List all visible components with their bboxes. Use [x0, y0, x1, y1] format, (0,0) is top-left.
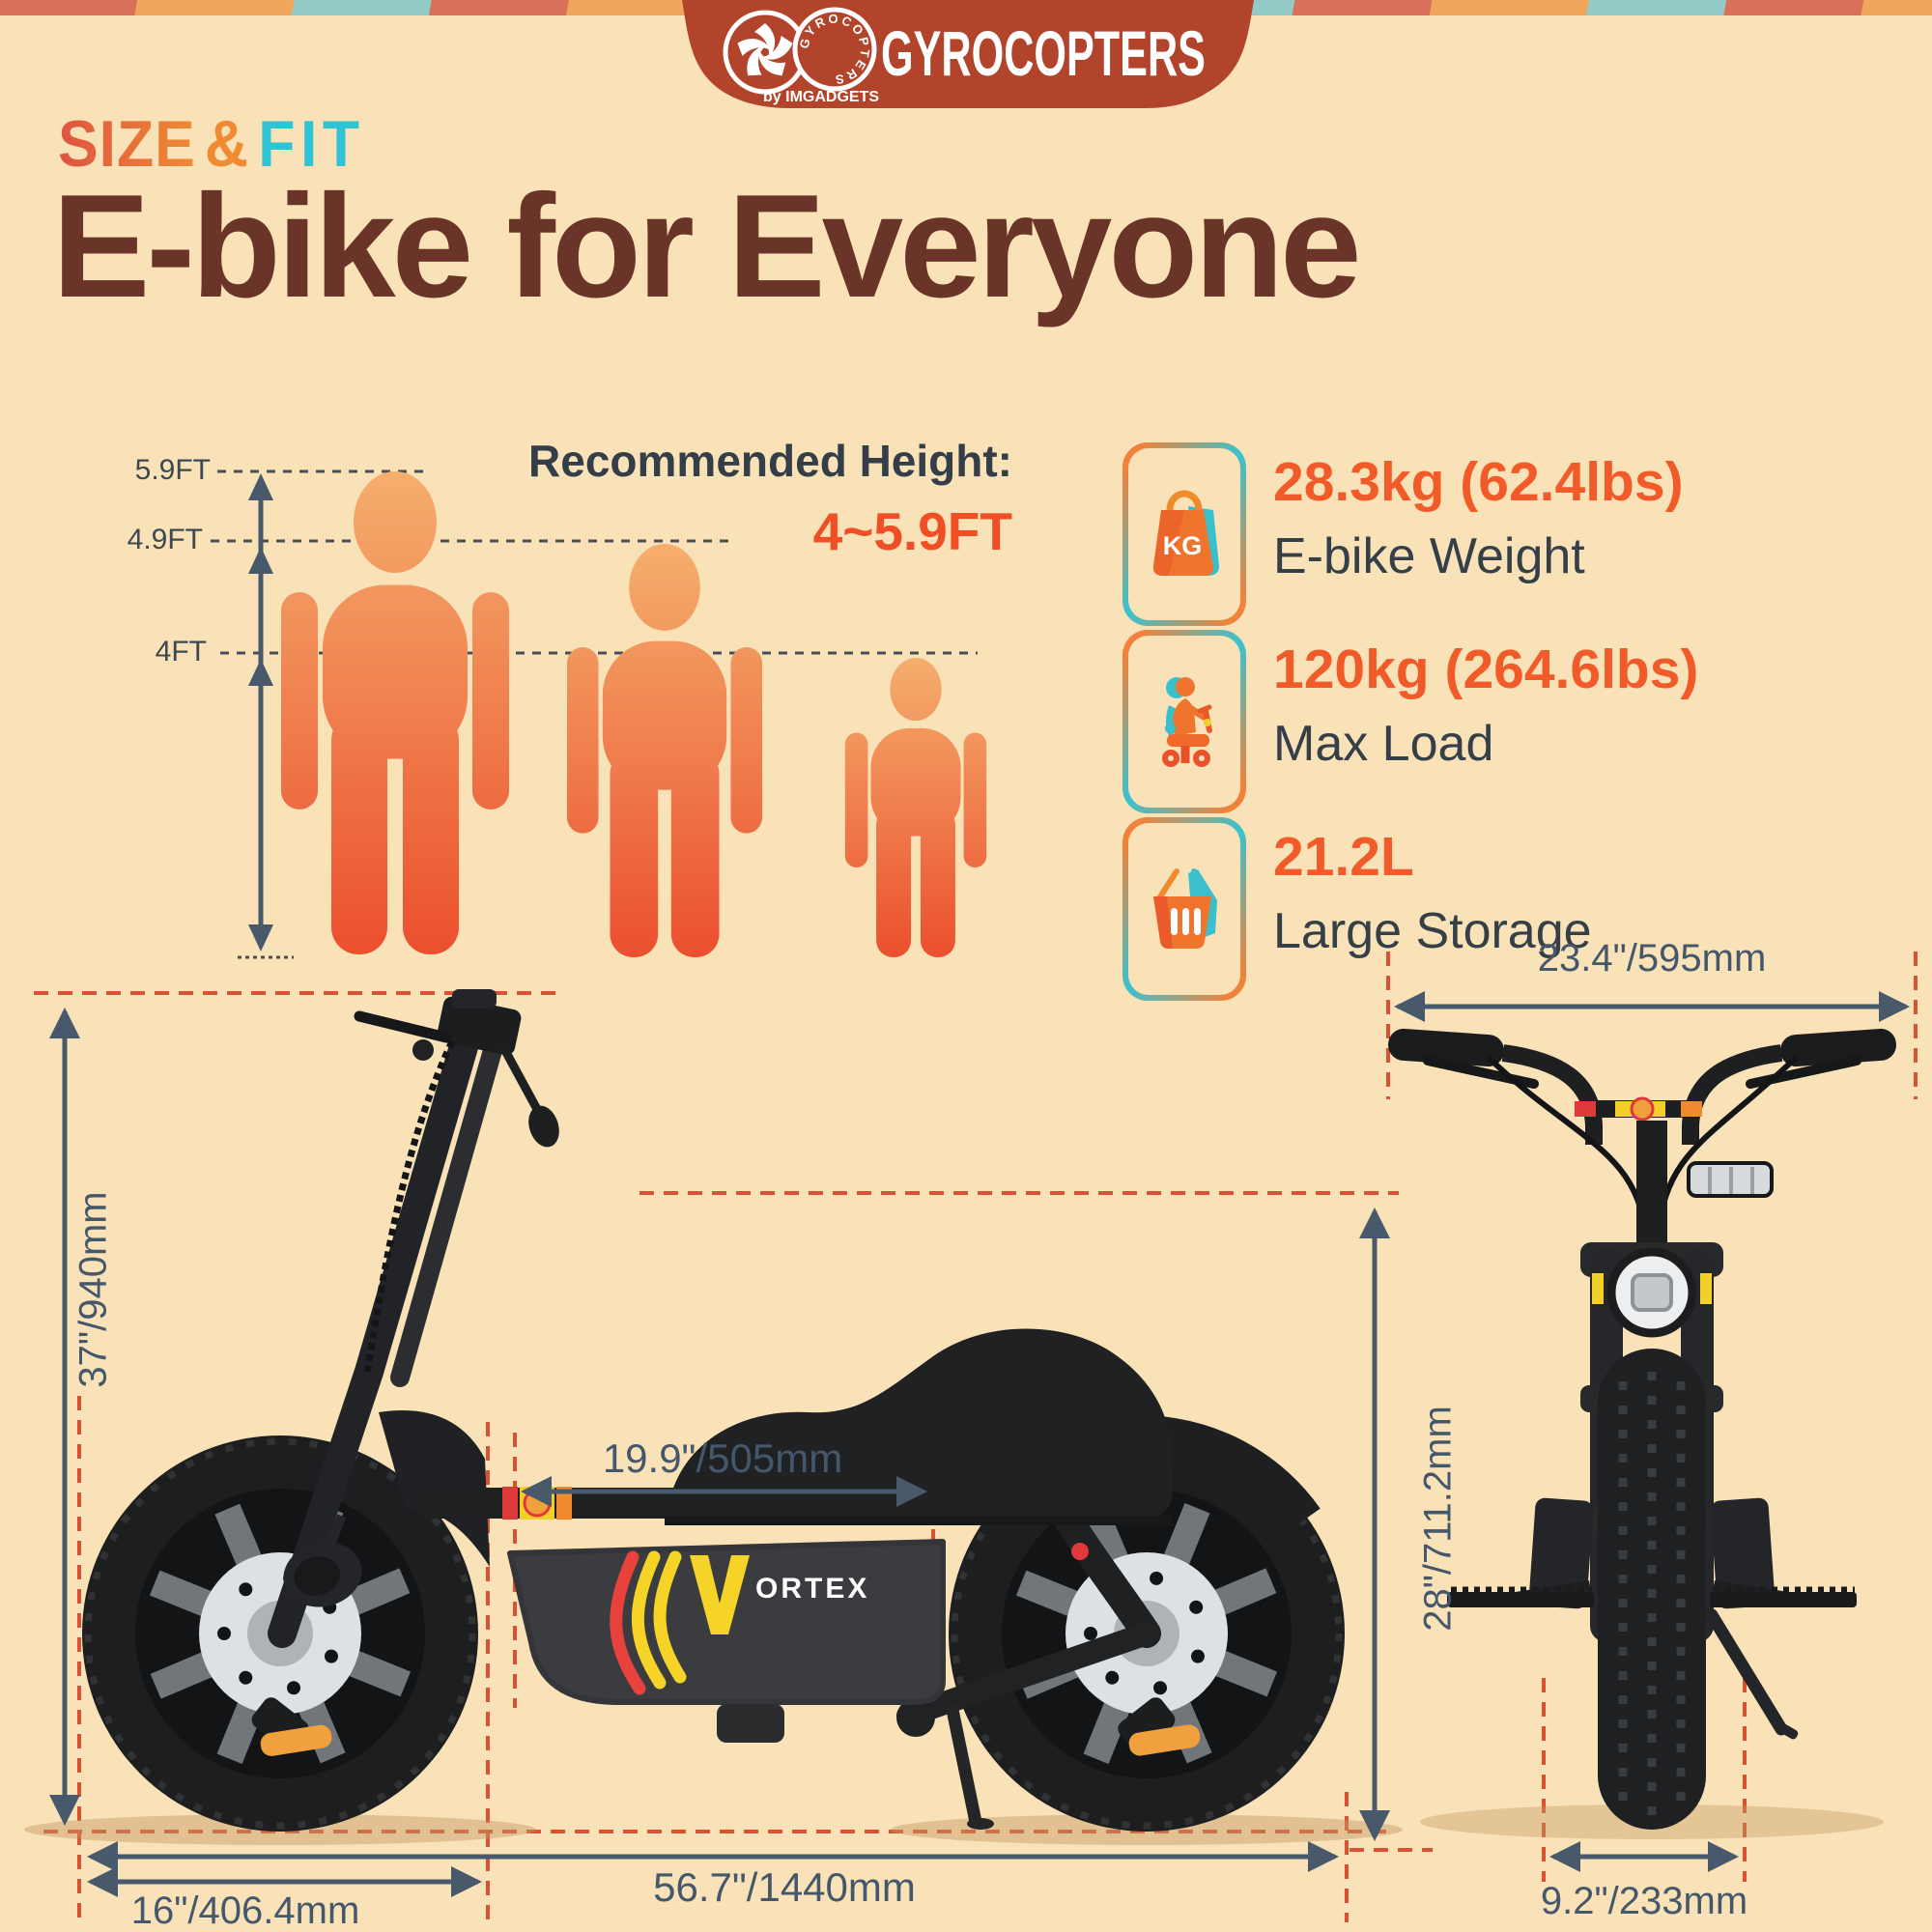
kg-weight-icon: KG [1122, 442, 1246, 626]
spec-value-max-load: 120kg (264.6lbs) [1273, 639, 1699, 700]
dimension-label-wheel-diameter: 16"/406.4mm [130, 1889, 360, 1932]
spec-label-weight: E-bike Weight [1273, 528, 1585, 584]
vortex-logo-text: ORTEX [755, 1573, 869, 1605]
seat [667, 1328, 1174, 1519]
person-silhouette-medium [566, 544, 763, 957]
page-title: E-bike for Everyone [52, 164, 1362, 328]
dimension-label-overall-height: 37"/940mm [71, 1191, 115, 1388]
dimension-label-handlebar-width: 23.4"/595mm [1537, 937, 1767, 980]
vortex-v-glyph [690, 1555, 750, 1634]
dimension-label-overall-length: 56.7"/1440mm [653, 1864, 916, 1910]
handlebar-side [354, 989, 559, 1373]
recommended-height-heading: Recommended Height: [528, 436, 1012, 486]
foot-pegs [1447, 1580, 1857, 1607]
kickstand-front [1705, 1608, 1799, 1740]
storage-box: ORTEX [507, 1539, 946, 1743]
kickstand-side [946, 1703, 994, 1830]
brand-byline: by IMGADGETS [763, 89, 879, 105]
person-silhouette-small [844, 658, 987, 957]
height-chart [211, 469, 987, 959]
section-kicker: SIZE & FIT [58, 106, 365, 182]
kicker-amp: & [204, 107, 250, 181]
spec-row-max-load: 120kg (264.6lbs) Max Load [1122, 630, 1698, 813]
spec-label-max-load: Max Load [1273, 716, 1494, 772]
spec-row-storage: 21.2L Large Storage [1122, 817, 1592, 1001]
kg-icon-label: KG [1163, 531, 1203, 560]
kicker-fit: FIT [258, 107, 365, 181]
height-arrow [248, 473, 273, 952]
brand-banner: GYROCOPTERS GYROCOPTERS by IMGADGETS [682, 0, 1254, 108]
bike-side-view: ORTEX [24, 989, 1403, 1845]
person-silhouette-tall [281, 471, 509, 954]
height-tick-4-9ft: 4.9FT [127, 524, 203, 555]
dimension-label-tire-width: 9.2"/233mm [1540, 1880, 1748, 1922]
storage-basket-icon [1122, 817, 1246, 1001]
spec-label-storage: Large Storage [1273, 903, 1592, 959]
headlight-side [283, 1514, 362, 1607]
rider-icon [1122, 630, 1246, 813]
spec-value-storage: 21.2L [1273, 826, 1414, 888]
height-tick-4ft: 4FT [155, 636, 207, 668]
dimension-label-storage-length: 19.9"/505mm [602, 1435, 843, 1481]
spec-row-weight: KG 28.3kg (62.4lbs) E-bike Weight [1122, 442, 1684, 626]
spec-value-weight: 28.3kg (62.4lbs) [1273, 451, 1684, 513]
brand-logo-icon: GYROCOPTERS [723, 7, 877, 95]
brand-name: GYROCOPTERS [881, 17, 1206, 89]
height-tick-5-9ft: 5.9FT [134, 454, 211, 486]
dimension-label-seat-height: 28"/711.2mm [1416, 1406, 1460, 1632]
recommended-height-range: 4~5.9FT [812, 501, 1012, 561]
kicker-size: SIZE [58, 107, 196, 181]
front-wheel-front-view [1528, 1349, 1776, 1830]
bike-front-view [1388, 1028, 1896, 1839]
recommended-height: Recommended Height: 4~5.9FT [510, 435, 1012, 562]
dimension-arrows [49, 991, 1910, 1897]
